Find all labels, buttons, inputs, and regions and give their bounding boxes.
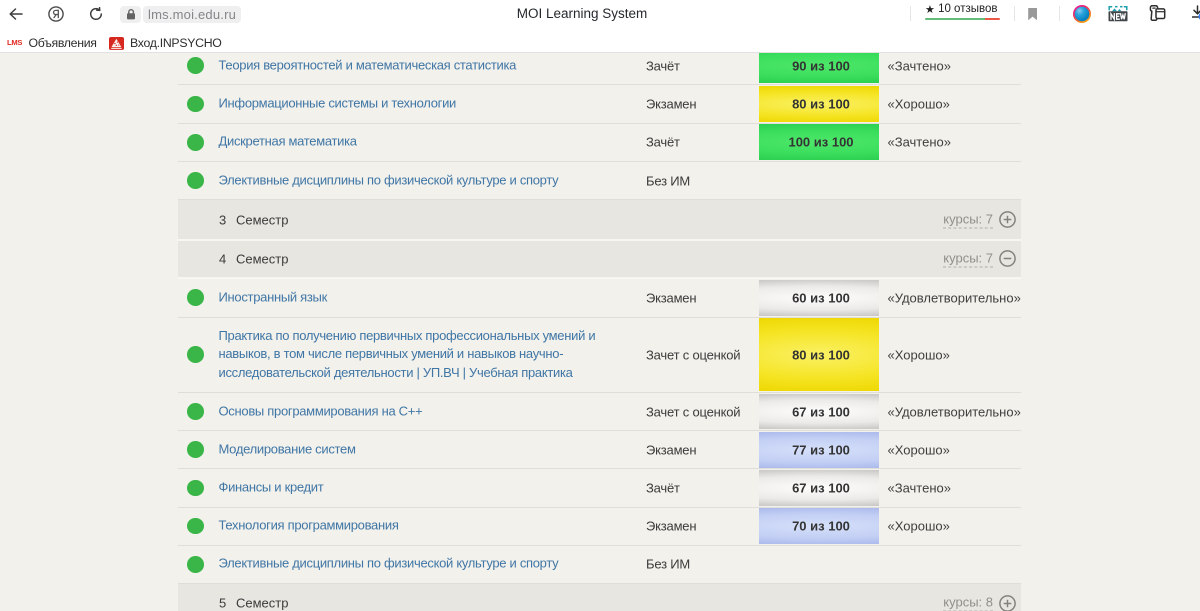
svg-text:LMS: LMS xyxy=(7,38,22,46)
